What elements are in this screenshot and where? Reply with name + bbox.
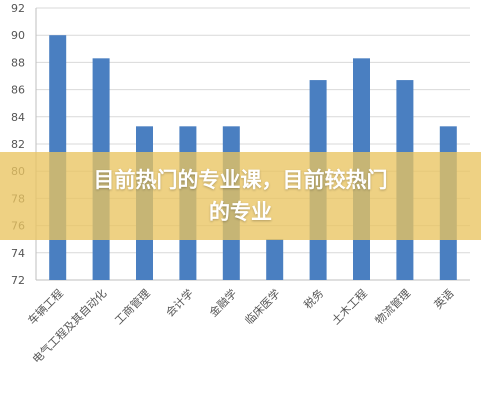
title-banner: 目前热门的专业课，目前较热门的专业 [0,152,481,240]
banner-title: 目前热门的专业课，目前较热门的专业 [93,168,388,224]
x-tick-label: 车辆工程 [25,286,66,327]
y-tick-label: 84 [11,111,25,124]
x-tick-label: 工商管理 [112,286,153,327]
x-tick-label: 税务 [301,286,326,311]
x-tick-label: 电气工程及其自动化 [29,286,109,366]
y-tick-label: 92 [11,2,25,15]
x-tick-label: 金融学 [206,286,239,319]
x-tick-label: 临床医学 [242,286,283,327]
x-tick-label: 土木工程 [329,287,369,327]
y-tick-label: 72 [11,274,25,287]
x-tick-label: 会计学 [163,286,196,319]
y-tick-label: 82 [11,138,25,151]
y-tick-label: 86 [11,84,25,97]
y-tick-label: 74 [11,247,25,260]
y-tick-label: 88 [11,56,25,69]
bar [266,239,284,280]
y-tick-label: 90 [11,29,25,42]
x-tick-label: 英语 [431,286,456,311]
x-tick-label: 物流管理 [372,286,413,327]
